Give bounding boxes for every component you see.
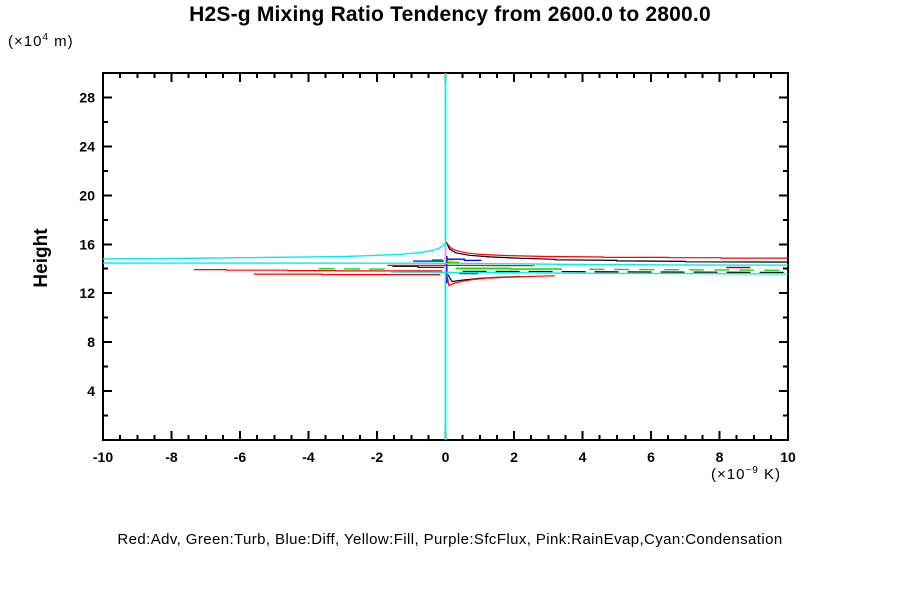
y-axis-unit-label: (×104 m) <box>8 32 74 51</box>
series-total-left-segment <box>392 265 444 268</box>
y-tick-label: 8 <box>87 334 95 350</box>
series-condensation-upper-left <box>102 242 446 260</box>
x-tick-label: -4 <box>302 449 315 465</box>
y-tick-label: 28 <box>79 89 95 105</box>
x-tick-label: 2 <box>510 449 518 465</box>
y-tick-label: 16 <box>79 236 95 252</box>
x-tick-label: 6 <box>647 449 655 465</box>
x-axis-unit-label: (×10−9 K) <box>711 465 782 484</box>
x-tick-label: -8 <box>165 449 178 465</box>
series-condensation-lower <box>390 271 789 275</box>
series-diff-right-spike <box>446 257 482 262</box>
color-legend: Red:Adv, Green:Turb, Blue:Diff, Yellow:F… <box>117 531 783 548</box>
x-tick-label: 0 <box>442 449 450 465</box>
y-tick-label: 12 <box>79 285 95 301</box>
series-adv-dip-right <box>446 275 556 287</box>
x-tick-label: -2 <box>371 449 384 465</box>
series-turb-right-solid <box>455 267 562 270</box>
x-tick-label: 8 <box>716 449 724 465</box>
series-total-lower-right-dashed <box>462 270 789 273</box>
series-condensation-mid-flat <box>102 262 788 266</box>
series-turb-right-dashed <box>589 268 789 271</box>
series-adv-upper-right <box>445 241 788 259</box>
x-tick-label: 10 <box>780 449 796 465</box>
series-total-upper-right <box>446 243 789 263</box>
y-tick-label: 24 <box>79 138 95 154</box>
y-tick-label: 4 <box>87 383 95 399</box>
x-tick-label: 4 <box>579 449 587 465</box>
y-tick-label: 20 <box>79 187 95 203</box>
series-adv-left-lower <box>253 273 441 276</box>
chart-title: H2S-g Mixing Ratio Tendency from 2600.0 … <box>189 3 711 26</box>
x-tick-label: -6 <box>234 449 247 465</box>
series-adv-left-upper <box>193 269 443 272</box>
x-tick-label: -10 <box>93 449 113 465</box>
